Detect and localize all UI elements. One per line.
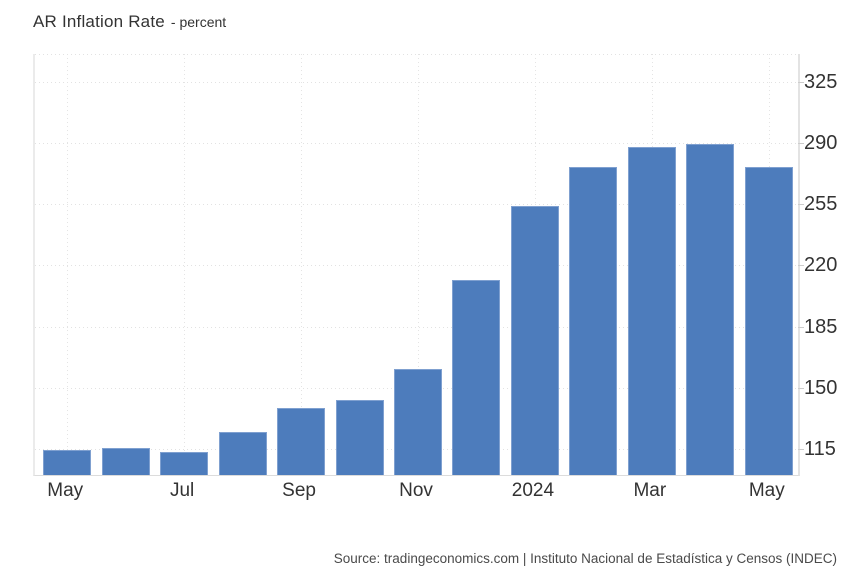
y-axis-label: 185 [804, 315, 838, 338]
gridline-horizontal [35, 265, 798, 267]
gridline-vertical [301, 54, 303, 475]
x-axis-label: May [748, 480, 785, 501]
y-axis-label: 325 [804, 70, 838, 93]
y-axis-tick [798, 204, 804, 206]
chart-header: AR Inflation Rate - percent [33, 12, 226, 32]
bar-aug-2023[interactable] [218, 432, 267, 475]
gridline-vertical [67, 54, 69, 475]
gridline-horizontal [35, 326, 798, 328]
y-axis-tick [798, 143, 804, 145]
bar-jun-2023[interactable] [101, 447, 150, 475]
plot-area [33, 54, 800, 476]
bar-apr-2024[interactable] [686, 144, 735, 475]
x-axis-label: Mar [633, 480, 667, 501]
y-axis-label: 150 [804, 376, 838, 399]
plot-top-border [35, 54, 798, 55]
x-axis-label: May [47, 480, 84, 501]
bar-may-2024[interactable] [744, 166, 793, 475]
y-axis-tick [798, 448, 804, 450]
bar-sep-2023[interactable] [277, 408, 326, 475]
y-axis-tick [798, 81, 804, 83]
gridline-horizontal [35, 204, 798, 206]
gridline-horizontal [35, 81, 798, 83]
gridline-horizontal [35, 143, 798, 145]
y-axis-label: 255 [804, 193, 838, 216]
x-axis-label: Sep [282, 480, 316, 501]
bar-oct-2023[interactable] [335, 400, 384, 475]
x-axis-label: Jul [169, 480, 195, 501]
bar-dec-2023[interactable] [452, 280, 501, 475]
y-axis-tick [798, 265, 804, 267]
bar-mar-2024[interactable] [627, 146, 676, 475]
y-axis-tick [798, 326, 804, 328]
y-axis-label: 115 [804, 437, 836, 460]
y-axis-tick [798, 387, 804, 389]
chart-subtitle: - percent [170, 14, 227, 30]
y-axis-label: 290 [804, 132, 838, 155]
x-axis-label: Nov [399, 480, 433, 501]
y-axis-label: 220 [804, 254, 838, 277]
bar-feb-2024[interactable] [569, 167, 618, 475]
chart-title: AR Inflation Rate [33, 12, 165, 31]
x-axis-label: 2024 [511, 480, 555, 501]
bar-jul-2023[interactable] [160, 451, 209, 475]
bar-nov-2023[interactable] [394, 368, 442, 475]
gridline-vertical [418, 54, 419, 475]
gridline-vertical [184, 54, 186, 475]
bar-may-2023[interactable] [43, 450, 92, 475]
source-text: Source: tradingeconomics.com | Instituto… [333, 551, 837, 566]
bar-jan-2024[interactable] [510, 205, 559, 475]
